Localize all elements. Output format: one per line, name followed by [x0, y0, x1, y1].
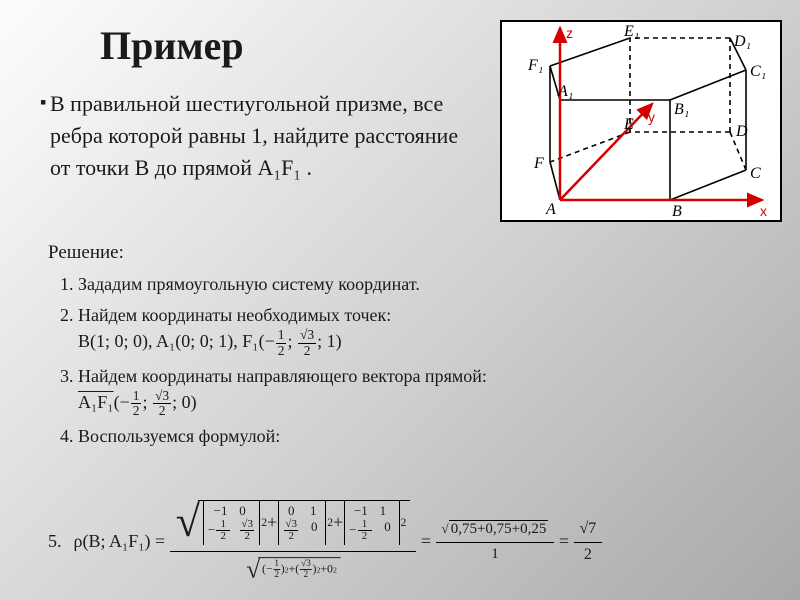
formula-mid-fraction: √0,75+0,75+0,25 1 — [436, 519, 555, 563]
svg-text:F₁: F₁ — [527, 57, 543, 74]
svg-text:A₁: A₁ — [557, 83, 573, 100]
svg-text:E: E — [623, 116, 634, 133]
solution-steps: Зададим прямоугольную систему координат.… — [48, 272, 748, 455]
problem-statement: В правильной шестиугольной призме, все р… — [50, 88, 470, 184]
numerator-sqrt: √ −10 −12 √32 2 + 01 √32 0 — [176, 500, 411, 547]
svg-text:y: y — [648, 109, 655, 125]
page-title: Пример — [100, 22, 244, 69]
step-3: Найдем координаты направляющего вектора … — [78, 364, 748, 419]
svg-text:F: F — [533, 155, 544, 172]
plus-1: + — [267, 512, 277, 533]
svg-text:D₁: D₁ — [733, 33, 751, 50]
svg-text:C: C — [750, 165, 761, 182]
svg-text:B₁: B₁ — [674, 101, 689, 118]
coord-B: B(1; 0; 0) — [78, 331, 148, 351]
det-1: −10 −12 √32 — [203, 501, 260, 545]
step-5-number: 5. — [48, 531, 62, 552]
coord-A1: A₁(0; 0; 1) — [156, 331, 233, 351]
coord-F1-post: ; 1) — [317, 331, 342, 351]
svg-text:A: A — [545, 201, 556, 218]
vector-tail: ; 0) — [172, 392, 197, 412]
formula-row: 5. ρ(B; A₁F₁) = √ −10 −12 √32 2 + 01 — [48, 498, 788, 585]
vector-A1F1: A₁F₁ — [78, 392, 114, 412]
prism-diagram: A B C D E F A₁ B₁ C₁ D₁ E₁ F₁ z x y — [500, 20, 782, 222]
det-3: −11 −12 0 — [344, 501, 399, 545]
formula-result: √7 2 — [574, 518, 603, 564]
coord-F1-pre: F₁( — [242, 331, 264, 351]
step-4: Воспользуемся формулой: — [78, 424, 748, 449]
step-2-text: Найдем координаты необходимых точек: — [78, 305, 391, 325]
svg-text:D: D — [735, 123, 748, 140]
svg-text:E₁: E₁ — [623, 23, 639, 40]
svg-text:B: B — [672, 203, 682, 220]
svg-text:x: x — [760, 203, 767, 219]
step-2-math: B(1; 0; 0), A₁(0; 0; 1), F₁(−12; √32; 1) — [78, 331, 342, 351]
step-3-math: A₁F₁(−12; √32; 0) — [78, 392, 197, 412]
formula-main-fraction: √ −10 −12 √32 2 + 01 √32 0 — [170, 498, 417, 585]
bullet-marker: ▪ — [40, 92, 46, 113]
step-1: Зададим прямоугольную систему координат. — [78, 272, 748, 297]
formula-lhs: ρ(B; A₁F₁) = — [74, 531, 166, 552]
denominator-sqrt: √ (−12)2+(√32)2+02 — [246, 557, 340, 583]
svg-text:z: z — [566, 25, 573, 41]
step-2: Найдем координаты необходимых точек: B(1… — [78, 303, 748, 358]
equals-2: = — [559, 531, 569, 552]
svg-text:C₁: C₁ — [750, 63, 766, 80]
step-3-text: Найдем координаты направляющего вектора … — [78, 366, 487, 386]
solution-heading: Решение: — [48, 242, 124, 264]
plus-2: + — [333, 512, 343, 533]
det-2: 01 √32 0 — [278, 501, 326, 545]
equals-1: = — [421, 531, 431, 552]
